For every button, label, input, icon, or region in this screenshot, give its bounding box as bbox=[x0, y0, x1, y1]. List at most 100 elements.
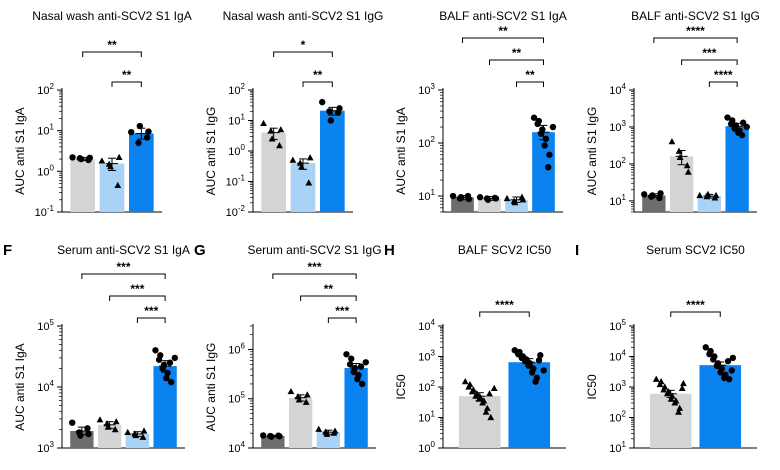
data-point bbox=[549, 123, 557, 131]
data-point bbox=[159, 365, 166, 372]
y-tick-label: 101 bbox=[609, 440, 626, 455]
data-point bbox=[519, 196, 527, 203]
significance-bracket bbox=[708, 81, 738, 87]
significance-label: ** bbox=[122, 68, 132, 82]
data-point bbox=[305, 179, 313, 186]
y-tick-label: 104 bbox=[609, 82, 626, 97]
data-point bbox=[69, 419, 76, 426]
data-point bbox=[738, 131, 746, 139]
data-point bbox=[724, 358, 732, 365]
bar bbox=[261, 436, 285, 448]
y-axis-label: AUC anti S1 IgA bbox=[13, 107, 27, 194]
data-point bbox=[468, 388, 476, 395]
data-point bbox=[528, 369, 536, 376]
significance-label: *** bbox=[130, 282, 144, 296]
panel-letter: I bbox=[575, 242, 579, 259]
significance-label: **** bbox=[714, 68, 733, 82]
data-point bbox=[303, 391, 311, 398]
data-point bbox=[683, 162, 691, 169]
y-tick-label: 103 bbox=[609, 119, 626, 134]
data-point bbox=[671, 399, 679, 406]
significance-label: *** bbox=[307, 260, 321, 274]
data-point bbox=[107, 163, 114, 170]
chart-panel-3: BALF anti-SCV2 S1 IgA AUC anti S1 IgA 101 1… bbox=[394, 9, 567, 213]
data-point bbox=[77, 155, 85, 163]
chart-panel-6: Serum anti-SCV2 S1 IgG G AUC anti S1 IgG 10… bbox=[194, 242, 382, 455]
data-point bbox=[465, 195, 473, 203]
data-point bbox=[729, 354, 737, 362]
bar bbox=[725, 126, 749, 212]
y-tick-label: 102 bbox=[418, 135, 435, 150]
data-point bbox=[525, 362, 532, 369]
data-point bbox=[530, 114, 538, 121]
y-tick-label: 102 bbox=[609, 410, 626, 425]
bar bbox=[70, 159, 95, 212]
data-point bbox=[675, 408, 682, 415]
bar bbox=[290, 163, 316, 212]
data-point bbox=[287, 387, 295, 395]
panel-letter: F bbox=[3, 242, 12, 259]
data-point bbox=[104, 423, 112, 430]
data-point bbox=[492, 195, 500, 202]
y-tick-label: 10-2 bbox=[226, 204, 246, 219]
data-point bbox=[84, 425, 91, 432]
data-point bbox=[167, 378, 175, 386]
y-axis-label: AUC anti S1 IgA bbox=[13, 343, 27, 430]
data-point bbox=[289, 156, 297, 163]
chart-title: Nasal wash anti-SCV2 S1 IgA bbox=[32, 9, 191, 23]
data-point bbox=[684, 168, 692, 175]
data-point bbox=[465, 383, 473, 390]
data-point bbox=[482, 408, 490, 415]
y-tick-label: 101 bbox=[418, 410, 435, 425]
y-tick-label: 106 bbox=[228, 341, 245, 356]
data-point bbox=[298, 163, 305, 170]
data-point bbox=[544, 163, 552, 171]
significance-bracket bbox=[479, 311, 530, 317]
y-tick-label: 10-1 bbox=[35, 204, 55, 219]
data-point bbox=[354, 375, 361, 383]
bar bbox=[649, 393, 692, 448]
data-point bbox=[461, 378, 469, 385]
bar bbox=[320, 110, 345, 212]
data-point bbox=[476, 194, 484, 201]
data-point bbox=[143, 134, 151, 141]
data-point bbox=[457, 194, 465, 201]
significance-label: ** bbox=[313, 68, 323, 82]
panel-letter: G bbox=[194, 242, 206, 259]
data-point bbox=[327, 117, 335, 124]
y-tick-label: 102 bbox=[609, 156, 626, 171]
bar bbox=[261, 132, 286, 212]
data-point bbox=[534, 120, 541, 128]
data-point bbox=[540, 367, 547, 374]
significance-label: ** bbox=[525, 68, 535, 82]
data-point bbox=[268, 433, 275, 440]
y-tick-label: 10-1 bbox=[226, 174, 246, 189]
data-point bbox=[350, 368, 357, 376]
y-tick-label: 101 bbox=[37, 123, 54, 138]
data-point bbox=[343, 351, 350, 358]
data-point bbox=[346, 361, 354, 368]
significance-bracket bbox=[111, 81, 142, 87]
chart-title: Serum anti-SCV2 S1 IgG bbox=[247, 243, 381, 257]
data-point bbox=[315, 425, 323, 432]
significance-bracket bbox=[273, 51, 333, 57]
data-point bbox=[86, 154, 93, 162]
chart-title: Nasal wash anti-SCV2 S1 IgG bbox=[223, 9, 384, 23]
y-tick-label: 103 bbox=[609, 379, 626, 394]
data-point bbox=[323, 430, 331, 437]
data-point bbox=[535, 357, 543, 364]
data-point bbox=[541, 142, 548, 149]
data-point bbox=[115, 153, 123, 161]
data-point bbox=[490, 384, 498, 391]
y-tick-label: 104 bbox=[609, 349, 626, 364]
bar bbox=[344, 368, 368, 448]
significance-label: *** bbox=[116, 260, 130, 274]
data-point bbox=[358, 380, 366, 388]
data-point bbox=[678, 384, 686, 391]
data-point bbox=[98, 157, 106, 164]
data-point bbox=[546, 151, 553, 158]
chart-panel-1: Nasal wash anti-SCV2 S1 IgA AUC anti S1 I… bbox=[13, 9, 192, 219]
bar bbox=[288, 397, 313, 448]
bar bbox=[505, 199, 528, 212]
y-axis-label: IC50 bbox=[585, 374, 599, 400]
